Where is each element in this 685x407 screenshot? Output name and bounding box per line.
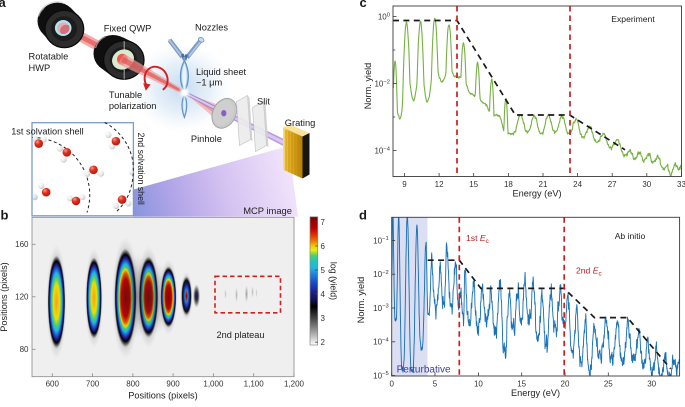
svg-text:1,000: 1,000 xyxy=(203,380,224,389)
svg-text:6: 6 xyxy=(321,242,326,251)
svg-text:d: d xyxy=(359,208,367,223)
svg-text:10−5: 10−5 xyxy=(373,371,389,380)
svg-text:15: 15 xyxy=(517,379,526,388)
svg-text:Nozzles: Nozzles xyxy=(195,23,228,33)
svg-text:5: 5 xyxy=(321,266,326,275)
svg-text:30: 30 xyxy=(642,180,651,189)
svg-text:Tunable: Tunable xyxy=(109,90,142,100)
svg-text:2nd Ec: 2nd Ec xyxy=(576,266,602,278)
svg-text:log (yield): log (yield) xyxy=(329,262,339,300)
svg-text:900: 900 xyxy=(166,380,180,389)
svg-text:20: 20 xyxy=(561,379,570,388)
svg-text:27: 27 xyxy=(608,180,617,189)
svg-text:10−4: 10−4 xyxy=(374,146,390,155)
svg-text:2nd solvation shell: 2nd solvation shell xyxy=(136,133,146,205)
svg-text:Energy (eV): Energy (eV) xyxy=(511,388,560,398)
svg-text:Fixed QWP: Fixed QWP xyxy=(104,24,152,34)
svg-text:Energy (eV): Energy (eV) xyxy=(512,189,561,199)
svg-text:2nd plateau: 2nd plateau xyxy=(216,330,264,340)
svg-text:25: 25 xyxy=(604,379,613,388)
svg-text:10−3: 10−3 xyxy=(373,304,389,313)
svg-text:10−1: 10−1 xyxy=(373,236,389,245)
svg-text:Liquid sheet: Liquid sheet xyxy=(196,67,247,77)
svg-text:Positions (pixels): Positions (pixels) xyxy=(0,262,9,331)
svg-text:24: 24 xyxy=(573,180,582,189)
svg-text:b: b xyxy=(1,208,9,223)
svg-text:120: 120 xyxy=(15,293,29,302)
svg-text:0: 0 xyxy=(389,379,394,388)
svg-text:30: 30 xyxy=(647,379,656,388)
svg-text:10−2: 10−2 xyxy=(374,79,390,88)
svg-text:Pinhole: Pinhole xyxy=(191,134,222,144)
svg-text:600: 600 xyxy=(46,380,60,389)
svg-text:Perturbative: Perturbative xyxy=(397,364,451,375)
svg-text:1,100: 1,100 xyxy=(244,380,265,389)
svg-text:Ab initio: Ab initio xyxy=(615,231,646,241)
svg-text:160: 160 xyxy=(15,240,29,249)
svg-text:3: 3 xyxy=(321,314,326,323)
svg-text:Norm. yield: Norm. yield xyxy=(356,277,366,323)
svg-text:Grating: Grating xyxy=(285,118,316,128)
svg-text:1st solvation shell: 1st solvation shell xyxy=(11,127,84,137)
svg-text:Positions (pixels): Positions (pixels) xyxy=(128,391,197,401)
svg-text:~1 μm: ~1 μm xyxy=(196,77,223,87)
svg-text:a: a xyxy=(0,0,7,10)
svg-text:1,200: 1,200 xyxy=(284,380,305,389)
svg-text:9: 9 xyxy=(402,180,407,189)
svg-text:10−2: 10−2 xyxy=(373,270,389,279)
svg-text:21: 21 xyxy=(539,180,548,189)
svg-text:15: 15 xyxy=(469,180,478,189)
svg-text:100: 100 xyxy=(378,12,390,21)
svg-text:18: 18 xyxy=(504,180,513,189)
svg-text:33: 33 xyxy=(677,180,685,189)
svg-text:c: c xyxy=(360,0,367,10)
svg-text:Slit: Slit xyxy=(257,96,270,106)
svg-text:10: 10 xyxy=(474,379,483,388)
svg-text:1st Ec: 1st Ec xyxy=(466,233,489,245)
svg-text:5: 5 xyxy=(433,379,438,388)
svg-text:Experiment: Experiment xyxy=(611,14,655,24)
svg-text:Norm. yield: Norm. yield xyxy=(363,63,373,109)
svg-text:polarization: polarization xyxy=(109,101,157,111)
svg-text:80: 80 xyxy=(20,345,29,354)
svg-text:MCP image: MCP image xyxy=(243,205,292,216)
svg-text:800: 800 xyxy=(126,380,140,389)
svg-text:2: 2 xyxy=(321,338,326,347)
svg-text:10−4: 10−4 xyxy=(373,337,389,346)
svg-text:7: 7 xyxy=(321,218,326,227)
svg-text:12: 12 xyxy=(435,180,444,189)
svg-text:HWP: HWP xyxy=(29,63,51,73)
svg-text:4: 4 xyxy=(321,290,326,299)
svg-text:700: 700 xyxy=(86,380,100,389)
svg-text:Rotatable: Rotatable xyxy=(29,52,69,62)
